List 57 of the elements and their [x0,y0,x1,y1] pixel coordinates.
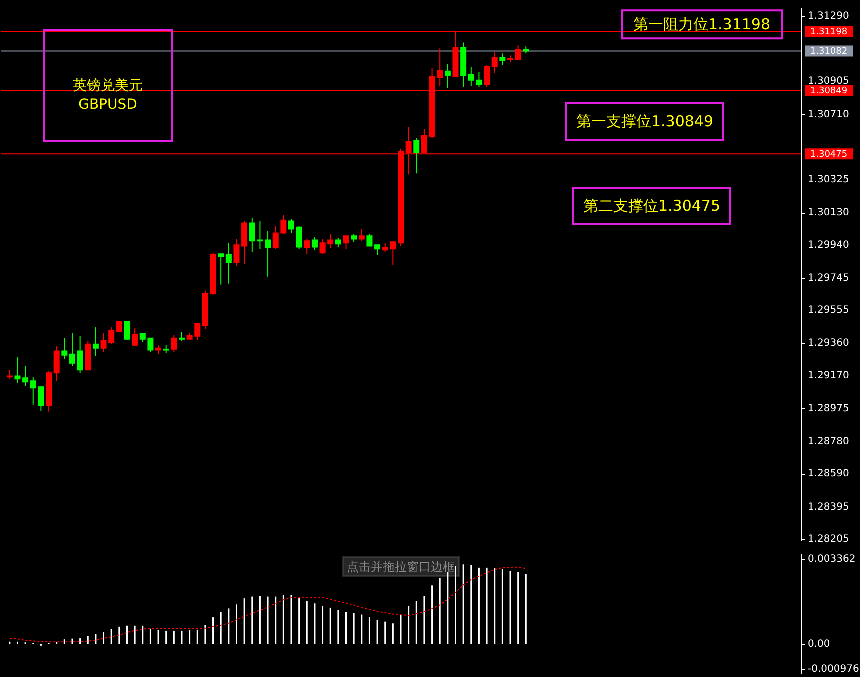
candlestick [22,366,29,387]
y-tick-label: 1.30905 [808,76,850,88]
candlestick [358,228,365,242]
candlestick [116,321,122,332]
candlestick [62,338,68,360]
candlestick [500,53,506,66]
candlestick [92,327,99,357]
candlestick [515,45,522,62]
candlestick [343,236,350,250]
y-tick-label: 1.28780 [808,436,850,448]
annotation: 点击并拖拉窗口边框 [347,560,455,574]
y-tick-label: 1.30710 [808,109,850,120]
candlestick [312,236,318,251]
y-tick-label: 1.29170 [808,370,850,382]
candlestick [288,218,294,234]
annotation: 第一阻力位1.31198 [633,16,771,34]
annotation: 第一支撑位1.30849 [576,112,714,131]
y-tick-label: 1.28590 [808,468,850,480]
candlestick [444,64,451,89]
candlestick [492,52,498,74]
candlestick [374,244,381,256]
y-tick-label: 0.003362 [808,554,856,566]
y-tick-label: 1.29555 [808,305,850,316]
candlestick [69,332,76,367]
candlestick [304,238,310,255]
y-tick-label: 1.31290 [808,10,850,22]
candlestick [234,238,240,267]
y-tick-label: 1.28205 [808,534,850,545]
candlestick [14,356,21,384]
y-tick-label: 1.28975 [808,403,850,414]
candlestick [171,335,178,353]
y-tick-label: 1.29360 [808,338,850,350]
candlestick [218,254,224,286]
ref-line-label: 1.30475 [810,150,848,160]
y-tick-label: 1.29745 [808,272,850,284]
ref-line-label: 1.30849 [810,86,848,97]
y-tick-label: -0.000976 [808,664,860,675]
candlestick [414,138,420,174]
y-tick-label: 1.30325 [808,174,850,186]
ref-line-label: 1.31082 [810,47,848,58]
candlestick [242,220,248,264]
y-tick-label: 1.30130 [808,208,850,219]
candlestick [77,336,84,374]
candlestick [54,346,60,382]
candlestick [226,242,232,284]
y-tick-label: 1.28395 [808,502,850,513]
candlestick [265,230,272,278]
annotation: 第二支撑位1.30475 [583,197,721,216]
candlestick [132,328,138,347]
candlestick [296,226,302,250]
annotation: 英镑兑美元 GBPUSD [73,78,143,113]
candlestick [366,234,373,247]
ref-line-label: 1.31198 [810,28,848,38]
y-tick-label: 1.29940 [808,240,850,251]
candlestick [124,321,130,341]
y-tick-label: 0.00 [808,639,830,650]
candlestick [484,64,490,88]
